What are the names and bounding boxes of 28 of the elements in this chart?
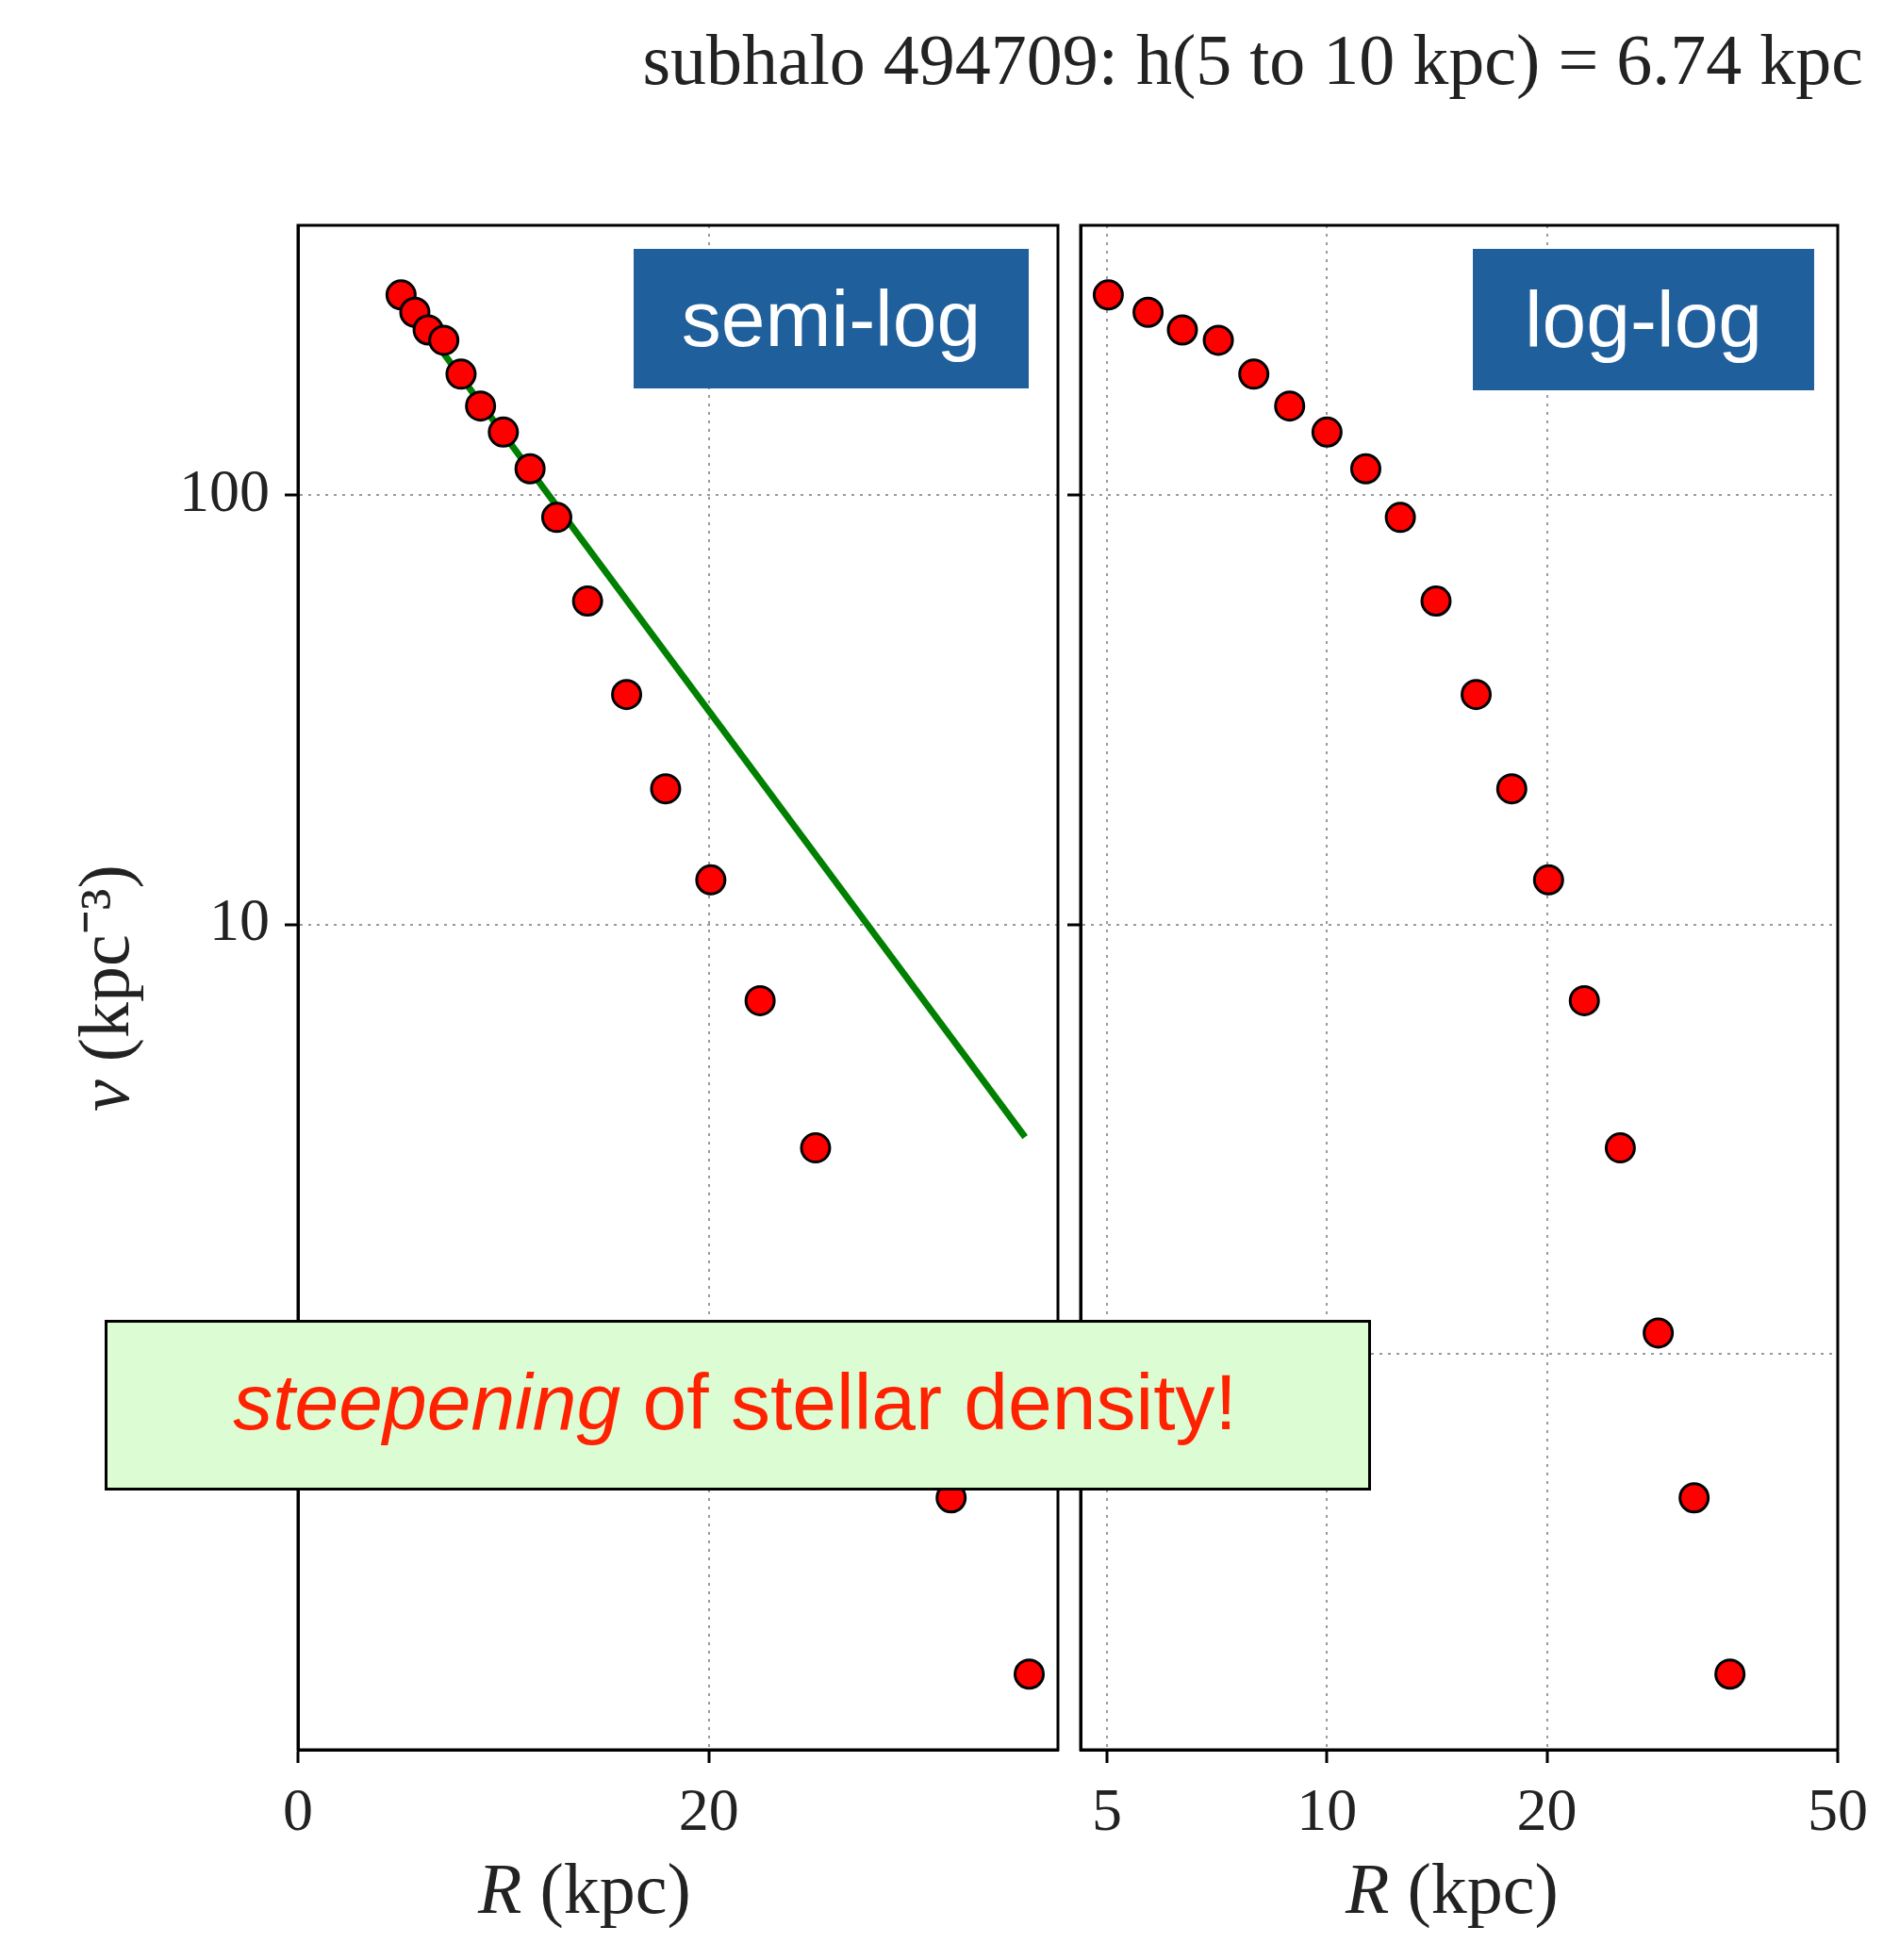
point	[1311, 416, 1343, 448]
x-axis-title: R (kpc)	[1346, 1848, 1559, 1930]
point	[1495, 773, 1528, 805]
y-tick-label: 100	[179, 456, 270, 524]
point	[1420, 585, 1452, 618]
x-tick-label: 50	[1808, 1776, 1868, 1844]
point	[1202, 324, 1234, 356]
y-axis-title: ν (kpc⁻³)	[62, 865, 144, 1112]
point	[1643, 1317, 1675, 1349]
x-tick-label: 10	[1297, 1776, 1358, 1844]
x-tick-label: 20	[678, 1776, 739, 1844]
point	[1568, 984, 1600, 1016]
point	[1274, 390, 1306, 422]
point	[1349, 453, 1381, 485]
point	[1384, 502, 1416, 534]
point	[1092, 279, 1124, 311]
x-tick-label: 20	[1516, 1776, 1577, 1844]
annotation: steepening of stellar density!	[233, 1357, 1237, 1448]
x-tick-label: 5	[1092, 1776, 1123, 1844]
point	[1238, 358, 1270, 390]
text: subhalo 494709: h(5 to 10 kpc) = 6.74 kpc	[642, 19, 1863, 101]
x-tick-label: 0	[283, 1776, 313, 1844]
x-axis-title: R (kpc)	[478, 1848, 691, 1930]
point	[1604, 1132, 1636, 1164]
point	[1532, 864, 1564, 896]
point	[1166, 314, 1198, 346]
point	[1714, 1658, 1746, 1690]
point	[1678, 1482, 1710, 1514]
